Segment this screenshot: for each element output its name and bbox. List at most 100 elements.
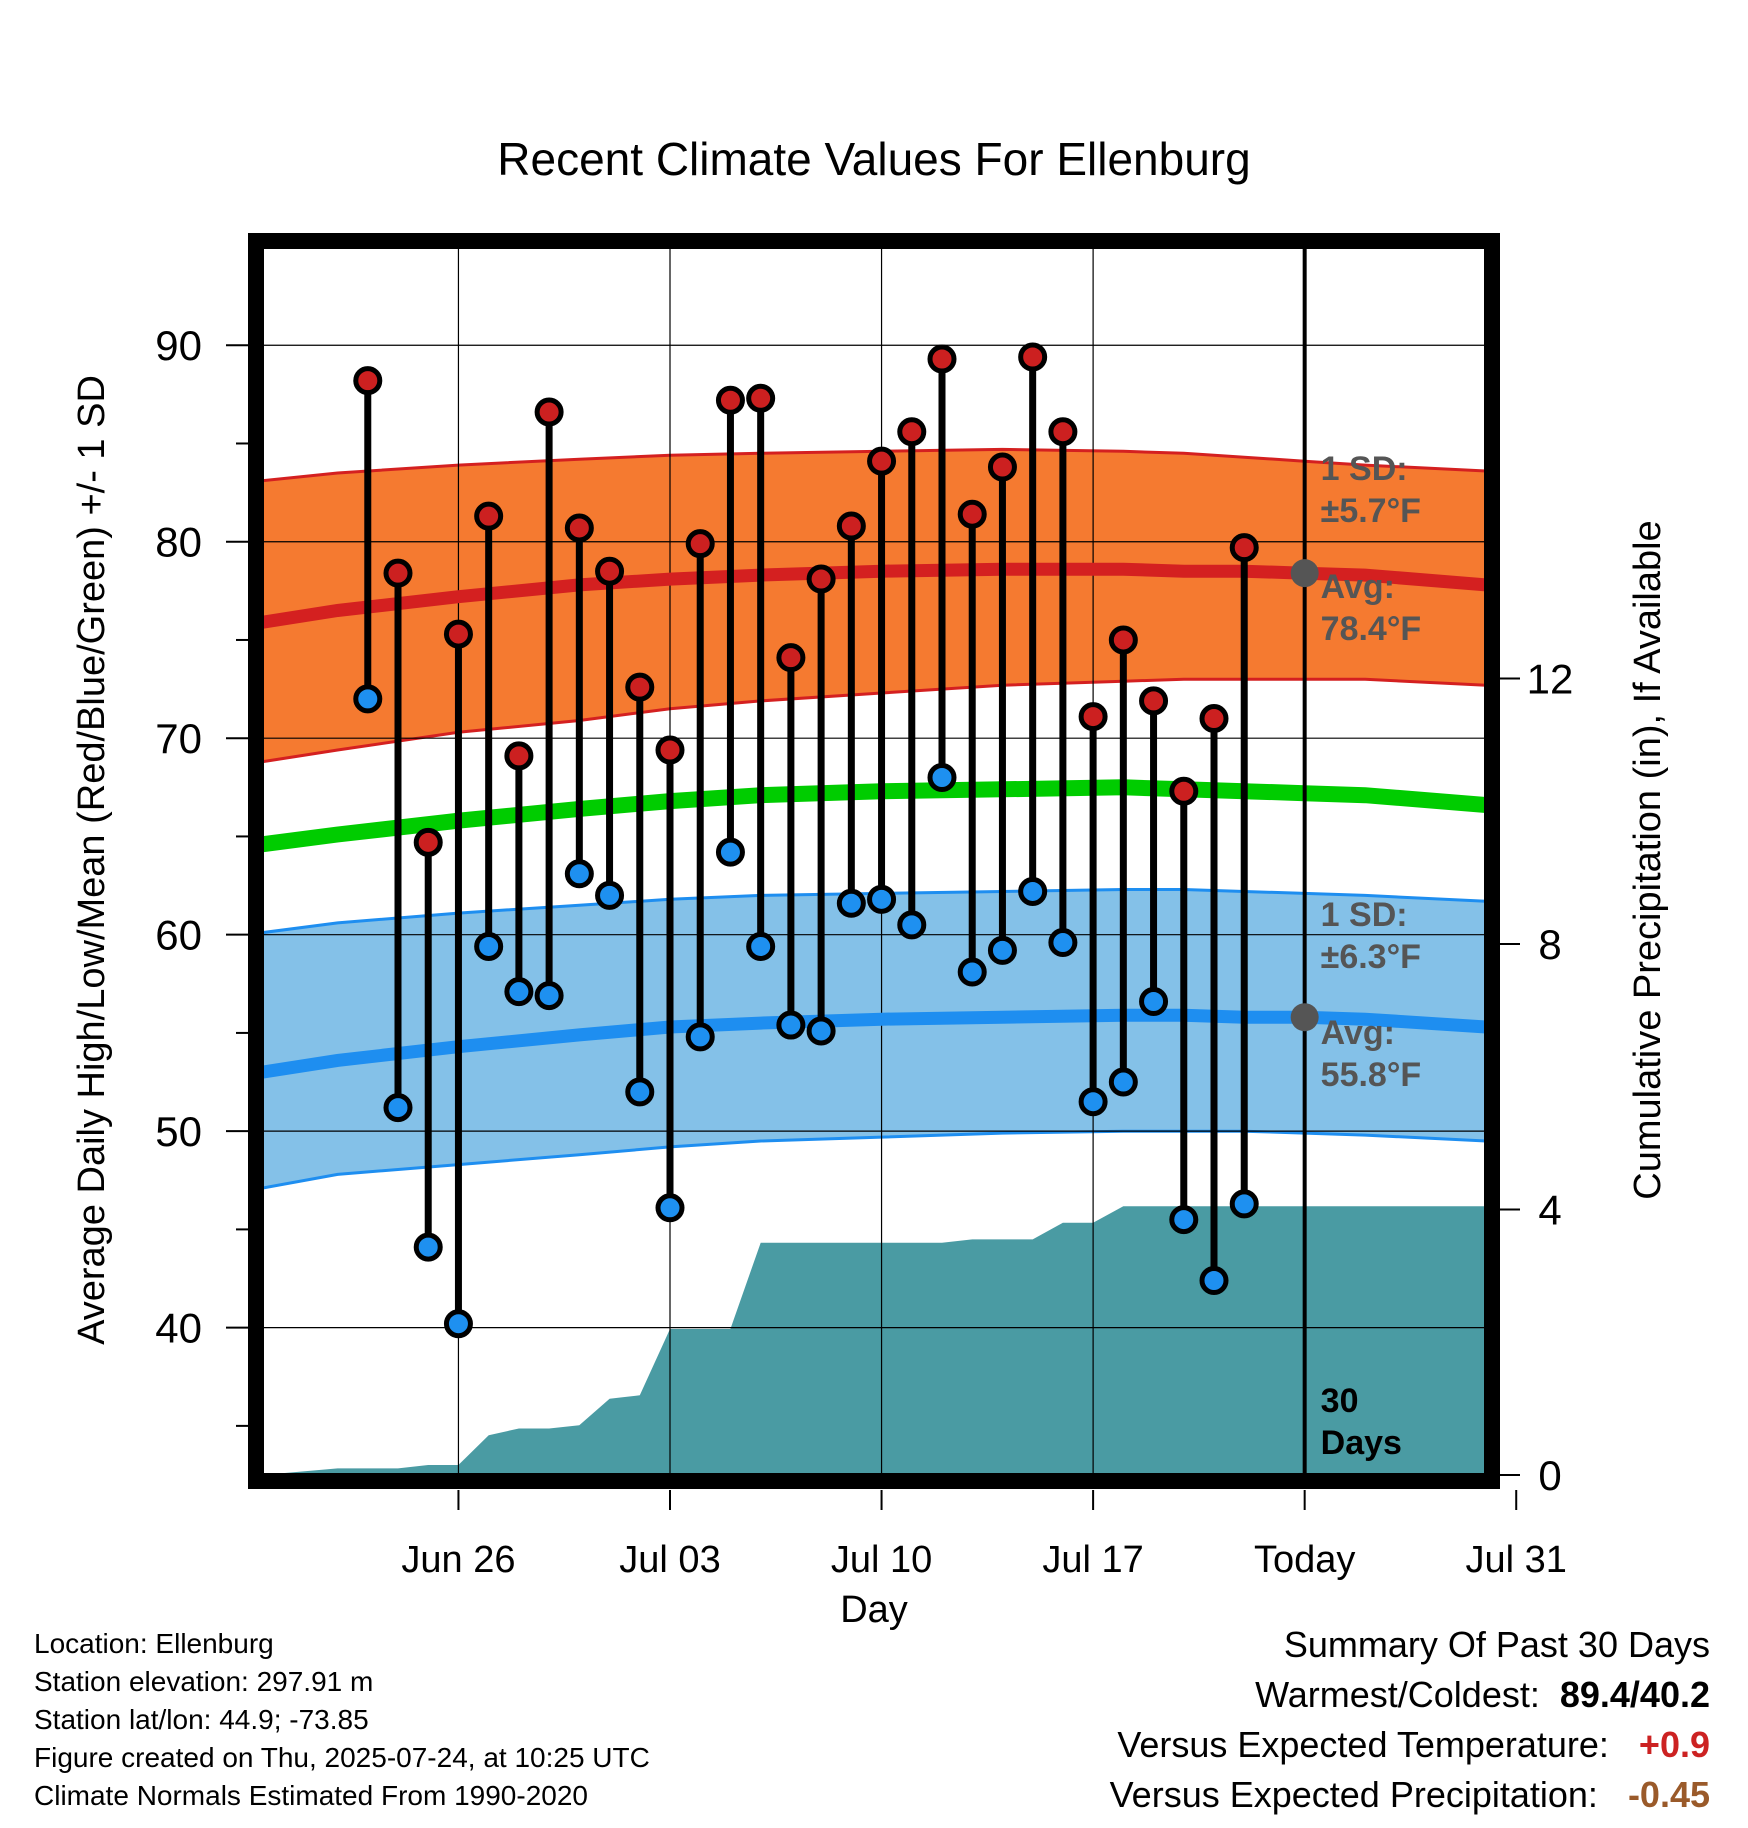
y2-tick-label: 4 <box>1538 1186 1561 1233</box>
observation-low-point <box>1139 986 1169 1016</box>
y-tick-label: 70 <box>155 715 202 762</box>
low-sd-band <box>262 889 1486 1189</box>
y2-tick-label: 0 <box>1538 1452 1561 1499</box>
y-tick-label: 50 <box>155 1108 202 1155</box>
low-sd-value: ±6.3°F <box>1321 938 1421 976</box>
observation-low-point <box>1199 1265 1229 1295</box>
observation-low-point <box>1078 1087 1108 1117</box>
summary-panel: Summary Of Past 30 Days Warmest/Coldest:… <box>1110 1620 1710 1820</box>
high-sd-value: ±5.7°F <box>1321 492 1421 530</box>
precipitation-area <box>262 1206 1486 1475</box>
warmest-coldest-label: Warmest/Coldest: <box>1255 1674 1540 1715</box>
observation-high-point <box>836 511 866 541</box>
precipitation-anomaly-value: -0.45 <box>1627 1774 1710 1815</box>
low-sd-lower-edge <box>262 1129 1486 1190</box>
observation-high-point <box>746 383 776 413</box>
y2-tick-label: 8 <box>1538 921 1561 968</box>
low-sd-label: 1 SD: <box>1321 896 1408 934</box>
observation-high-point <box>897 417 927 447</box>
low-sd-upper-edge <box>262 888 1486 935</box>
observation-high-point <box>685 529 715 559</box>
observation-high-point <box>1048 417 1078 447</box>
observation-high-point <box>806 564 836 594</box>
x-tick-label: Today <box>1254 1539 1355 1581</box>
observation-high-point <box>957 499 987 529</box>
latlon-text: Station lat/lon: 44.9; -73.85 <box>34 1704 369 1735</box>
observation-high-point <box>564 513 594 543</box>
low-avg-label: Avg: <box>1321 1014 1395 1052</box>
mean-average-line <box>262 779 1486 853</box>
observation-high-point <box>1139 686 1169 716</box>
elevation-text: Station elevation: 297.91 m <box>34 1666 374 1697</box>
observation-low-point <box>987 935 1017 965</box>
high-sd-label: 1 SD: <box>1321 450 1408 488</box>
observation-low-point <box>383 1093 413 1123</box>
x-tick-label: Jul 17 <box>1042 1539 1143 1581</box>
observation-low-point <box>534 981 564 1011</box>
observation-low-point <box>1048 928 1078 958</box>
observation-low-point <box>927 762 957 792</box>
high-sd-band <box>262 449 1486 762</box>
observation-high-point <box>655 735 685 765</box>
observation-high-point <box>715 385 745 415</box>
observation-low-point <box>353 684 383 714</box>
observation-low-point <box>474 931 504 961</box>
summary-heading: Summary Of Past 30 Days <box>1283 1624 1710 1665</box>
x-tick-label: Jul 31 <box>1466 1539 1567 1581</box>
summary-temperature: Versus Expected Temperature: +0.9 <box>1110 1720 1710 1770</box>
days-word-label: Days <box>1321 1424 1402 1462</box>
observation-high-point <box>353 366 383 396</box>
normal-annotations: 1 SD: ±5.7°F Avg: 78.4°F 1 SD: ±6.3°F Avg: 55.8… <box>1321 450 1422 1462</box>
summary-precipitation: Versus Expected Precipitation: -0.45 <box>1110 1770 1710 1820</box>
observation-high-point <box>474 501 504 531</box>
y-tick-label: 40 <box>155 1305 202 1352</box>
y-axis-left: 40 50 60 70 80 90 <box>155 322 248 1427</box>
y-tick-label: 90 <box>155 322 202 369</box>
y2-tick-label: 12 <box>1527 655 1574 702</box>
y-tick-label: 80 <box>155 519 202 566</box>
observation-high-point <box>383 558 413 588</box>
observation-low-point <box>413 1232 443 1262</box>
y2-axis-label: Cumulative Precipitation (in), If Availa… <box>1627 520 1669 1199</box>
x-axis: Jun 26 Jul 03 Jul 10 Jul 17 Today Jul 31 <box>401 1490 1567 1581</box>
observation-low-point <box>1018 876 1048 906</box>
observation-low-point <box>504 977 534 1007</box>
chart-title: Recent Climate Values For Ellenburg <box>497 133 1250 185</box>
observation-low-point <box>957 957 987 987</box>
y-axis-label: Average Daily High/Low/Mean (Red/Blue/Gr… <box>71 375 113 1345</box>
observation-high-point <box>413 827 443 857</box>
observation-low-point <box>625 1077 655 1107</box>
y-axis-right: 0 4 8 12 <box>1500 655 1573 1499</box>
precipitation-cumulative-area <box>262 1206 1486 1475</box>
days-count-label: 30 <box>1321 1382 1359 1420</box>
summary-warmest-coldest: Warmest/Coldest: 89.4/40.2 <box>1110 1670 1710 1720</box>
observation-high-point <box>927 344 957 374</box>
x-tick-label: Jul 10 <box>831 1539 932 1581</box>
observation-low-point <box>746 931 776 961</box>
created-text: Figure created on Thu, 2025-07-24, at 10… <box>34 1742 650 1773</box>
observation-low-point <box>1108 1067 1138 1097</box>
x-axis-label: Day <box>840 1589 908 1631</box>
observation-high-point <box>987 452 1017 482</box>
precipitation-anomaly-label: Versus Expected Precipitation: <box>1109 1774 1598 1815</box>
observation-high-point <box>1199 704 1229 734</box>
observation-low-point <box>836 888 866 918</box>
observation-high-point <box>1229 533 1259 563</box>
y-tick-label: 60 <box>155 912 202 959</box>
observation-high-point <box>1169 776 1199 806</box>
today-marker <box>1290 247 1319 1475</box>
observation-low-point <box>685 1022 715 1052</box>
observation-low-point <box>867 884 897 914</box>
station-info: Location: Ellenburg Station elevation: 2… <box>34 1625 650 1815</box>
observation-low-point <box>806 1016 836 1046</box>
observation-low-point <box>595 880 625 910</box>
observation-low-point <box>776 1010 806 1040</box>
today-low-average-dot <box>1290 1003 1319 1032</box>
x-tick-label: Jul 03 <box>619 1539 720 1581</box>
observation-low-point <box>655 1193 685 1223</box>
observation-high-point <box>443 619 473 649</box>
observation-high-point <box>867 446 897 476</box>
observation-high-point <box>1078 702 1108 732</box>
observation-high-point <box>534 397 564 427</box>
